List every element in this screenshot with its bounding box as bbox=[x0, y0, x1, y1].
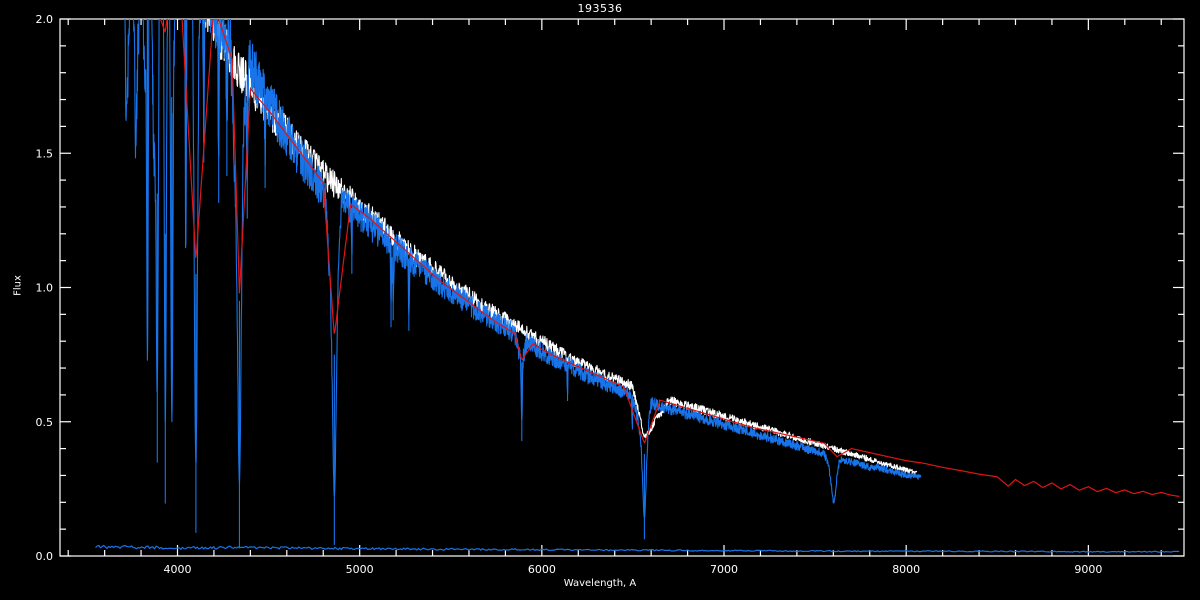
y-tick-label: 1.5 bbox=[36, 147, 54, 160]
y-tick-label: 0.0 bbox=[36, 550, 54, 563]
axis-ticks bbox=[60, 18, 1184, 557]
x-tick-label: 7000 bbox=[710, 563, 738, 576]
y-tick-label: 1.0 bbox=[36, 282, 54, 295]
y-tick-label: 2.0 bbox=[36, 13, 54, 26]
page-title: 193536 bbox=[577, 2, 623, 15]
x-axis-label: Wavelength, A bbox=[563, 578, 637, 589]
x-tick-label: 4000 bbox=[164, 563, 192, 576]
series-error-noise-trace bbox=[95, 544, 1180, 553]
series-model-fit-red bbox=[159, 19, 1180, 497]
x-tick-label: 6000 bbox=[528, 563, 556, 576]
axes-frame bbox=[59, 18, 1185, 557]
tick-labels: 4000 5000 6000 7000 8000 9000 0.0 0.5 1.0 1.5 2.0 bbox=[36, 13, 1103, 576]
series-observed-spectrum-white bbox=[202, 19, 918, 475]
series-observed-spectrum-blue bbox=[124, 19, 922, 549]
x-tick-label: 9000 bbox=[1074, 563, 1102, 576]
x-tick-label: 5000 bbox=[346, 563, 374, 576]
y-tick-label: 0.5 bbox=[36, 416, 54, 429]
x-tick-label: 8000 bbox=[892, 563, 920, 576]
